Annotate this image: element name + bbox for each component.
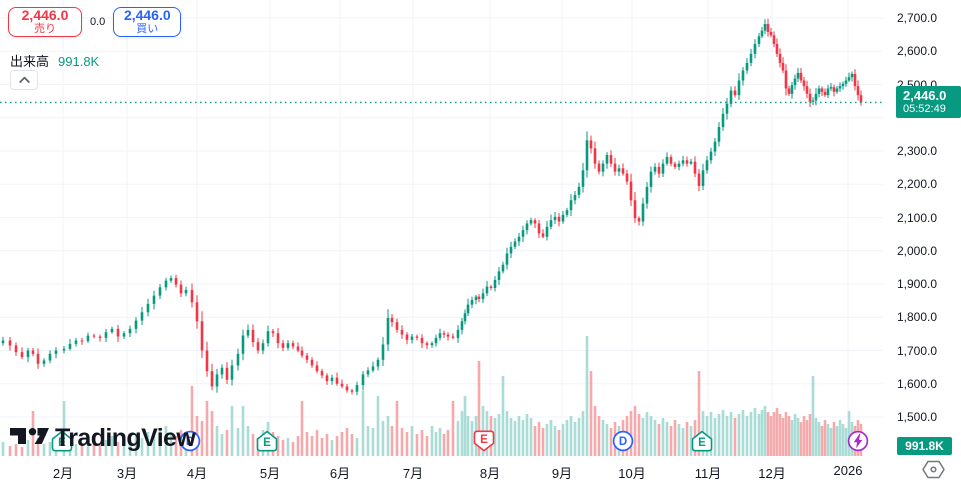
time-axis-label: 7月 <box>402 466 424 481</box>
event-badge-earnings[interactable]: E <box>473 430 495 452</box>
svg-text:D: D <box>619 436 627 448</box>
price-axis-label: 1,900.0 <box>897 277 938 291</box>
event-badge-dividend[interactable]: D <box>612 430 634 452</box>
time-axis-label: 11月 <box>694 466 722 481</box>
price-axis-label: 1,700.0 <box>897 343 938 358</box>
buy-button[interactable]: 2,446.0 買い <box>113 7 182 37</box>
last-price-value: 2,446.0 <box>903 87 947 103</box>
price-axis-label: 2,000.0 <box>897 243 938 258</box>
settings-icon[interactable] <box>922 459 945 485</box>
time-axis-label: 9月 <box>551 466 573 481</box>
time-axis-label: 6月 <box>329 466 351 481</box>
price-axis-label: 2,300.0 <box>897 144 938 158</box>
tradingview-logo-icon <box>8 423 50 454</box>
time-axis-label: 2月 <box>52 466 74 481</box>
time-axis-label: 2026 <box>833 463 863 478</box>
spread-value: 0.0 <box>90 16 106 28</box>
event-badge-earnings[interactable]: E <box>256 430 278 452</box>
volume-badge: 991.8K <box>897 437 952 455</box>
sell-label: 売り <box>34 23 56 36</box>
price-axis-label: 2,200.0 <box>897 177 938 192</box>
sell-price: 2,446.0 <box>21 7 69 24</box>
svg-text:D: D <box>186 436 194 448</box>
time-axis-label: 8月 <box>479 466 501 481</box>
price-axis-label: 2,100.0 <box>897 210 938 225</box>
svg-text:E: E <box>480 434 488 446</box>
time-axis-label: 12月 <box>758 466 786 481</box>
event-badge-earnings[interactable]: E <box>51 430 73 452</box>
time-axis-label: 5月 <box>259 466 281 481</box>
price-axis-label: 1,500.0 <box>897 410 938 424</box>
price-axis-label: 1,600.0 <box>897 376 938 391</box>
event-badge-dividend[interactable]: D <box>179 430 201 452</box>
event-badge-flash[interactable] <box>847 430 869 452</box>
volume-value: 991.8K <box>58 54 100 69</box>
last-price-badge: 2,446.0 05:52:49 <box>896 85 961 118</box>
tradingview-logo-text: TradingView <box>55 424 196 452</box>
svg-text:E: E <box>58 437 66 449</box>
buy-price: 2,446.0 <box>123 7 171 24</box>
collapse-panel-button[interactable] <box>10 70 38 90</box>
sell-button[interactable]: 2,446.0 売り <box>8 7 82 37</box>
trade-panel: 2,446.0 売り 0.0 2,446.0 買い <box>8 7 182 37</box>
event-badge-earnings[interactable]: E <box>691 430 713 452</box>
price-axis-label: 2,700.0 <box>897 11 938 25</box>
countdown-timer: 05:52:49 <box>903 102 946 115</box>
time-axis[interactable]: 2月 3月 4月 5月 6月 7月 8月 9月 10月 11月 12月 2026 <box>0 458 961 482</box>
price-axis[interactable]: 2,700.0 2,600.0 2,500.0 2,300.0 2,200.0 2,100… <box>885 0 961 458</box>
time-axis-label: 10月 <box>618 466 646 481</box>
volume-badge-value: 991.8K <box>905 439 944 453</box>
price-axis-label: 1,800.0 <box>897 310 938 325</box>
price-axis-label: 2,600.0 <box>897 44 938 59</box>
time-axis-label: 3月 <box>116 466 138 481</box>
candles <box>1 18 863 396</box>
tradingview-logo[interactable]: TradingView <box>8 423 196 454</box>
svg-text:E: E <box>698 437 706 449</box>
volume-indicator-row: 出来高 991.8K <box>10 51 99 70</box>
chevron-up-icon <box>18 71 30 89</box>
volume-label: 出来高 <box>10 54 50 69</box>
time-axis-label: 4月 <box>186 466 208 481</box>
svg-text:E: E <box>263 437 271 449</box>
buy-label: 買い <box>136 23 159 36</box>
